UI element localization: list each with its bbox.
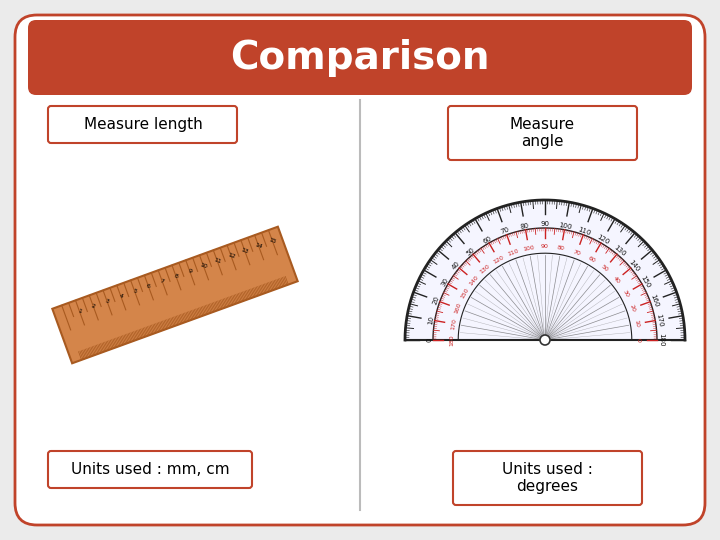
Text: 180: 180 bbox=[449, 334, 454, 346]
Text: 170: 170 bbox=[655, 313, 663, 327]
Text: 14: 14 bbox=[254, 242, 264, 249]
Text: 30: 30 bbox=[621, 289, 630, 298]
Text: 70: 70 bbox=[572, 249, 581, 256]
Text: 130: 130 bbox=[479, 263, 491, 274]
Text: 160: 160 bbox=[454, 302, 462, 314]
Circle shape bbox=[540, 335, 550, 345]
Text: 11: 11 bbox=[213, 258, 222, 265]
Text: 150: 150 bbox=[639, 275, 652, 289]
Text: 10: 10 bbox=[634, 320, 640, 328]
Text: 15: 15 bbox=[268, 238, 277, 245]
Text: 6: 6 bbox=[145, 283, 151, 289]
Text: 5: 5 bbox=[132, 288, 138, 294]
Polygon shape bbox=[405, 200, 685, 340]
Polygon shape bbox=[53, 227, 297, 363]
Text: 4: 4 bbox=[118, 293, 124, 299]
Text: 110: 110 bbox=[577, 226, 592, 236]
Text: 140: 140 bbox=[627, 258, 641, 273]
Text: 170: 170 bbox=[450, 318, 457, 330]
Text: 9: 9 bbox=[187, 268, 192, 274]
Text: 60: 60 bbox=[587, 255, 596, 264]
Text: 120: 120 bbox=[595, 234, 611, 246]
Text: 140: 140 bbox=[468, 274, 480, 286]
Text: 150: 150 bbox=[459, 287, 469, 300]
Text: 2: 2 bbox=[91, 303, 96, 309]
Text: 120: 120 bbox=[492, 254, 505, 265]
Text: 20: 20 bbox=[629, 303, 636, 313]
Text: 40: 40 bbox=[612, 275, 621, 285]
Text: 13: 13 bbox=[240, 247, 249, 255]
Text: Units used : mm, cm: Units used : mm, cm bbox=[71, 462, 229, 477]
Text: Units used :
degrees: Units used : degrees bbox=[502, 462, 593, 494]
Text: 0: 0 bbox=[636, 338, 641, 342]
Text: 40: 40 bbox=[451, 260, 462, 271]
Text: 80: 80 bbox=[557, 245, 565, 252]
Text: 7: 7 bbox=[159, 278, 165, 284]
Text: 130: 130 bbox=[613, 245, 626, 258]
Text: 10: 10 bbox=[199, 262, 208, 270]
Text: 100: 100 bbox=[523, 245, 535, 252]
FancyBboxPatch shape bbox=[15, 15, 705, 525]
FancyBboxPatch shape bbox=[48, 106, 237, 143]
FancyBboxPatch shape bbox=[448, 106, 637, 160]
Text: 70: 70 bbox=[500, 227, 510, 235]
Text: 50: 50 bbox=[465, 246, 476, 256]
Text: 30: 30 bbox=[440, 276, 449, 287]
Text: 80: 80 bbox=[520, 222, 530, 230]
Text: 0: 0 bbox=[426, 338, 432, 342]
Text: 1: 1 bbox=[77, 308, 82, 314]
Text: 10: 10 bbox=[427, 315, 434, 325]
Text: Comparison: Comparison bbox=[230, 39, 490, 77]
FancyBboxPatch shape bbox=[453, 451, 642, 505]
Text: Measure
angle: Measure angle bbox=[510, 117, 575, 149]
Text: 160: 160 bbox=[649, 293, 659, 308]
Text: 90: 90 bbox=[541, 245, 549, 249]
Text: 8: 8 bbox=[174, 273, 179, 279]
Text: 60: 60 bbox=[482, 235, 492, 245]
Text: Measure length: Measure length bbox=[84, 118, 202, 132]
Text: 50: 50 bbox=[600, 265, 609, 273]
Text: 3: 3 bbox=[104, 298, 109, 304]
FancyBboxPatch shape bbox=[28, 20, 692, 95]
Text: 90: 90 bbox=[541, 221, 549, 227]
Text: 100: 100 bbox=[558, 221, 572, 230]
Text: 20: 20 bbox=[432, 295, 441, 306]
Text: 110: 110 bbox=[507, 248, 520, 257]
Text: 12: 12 bbox=[227, 252, 235, 260]
FancyBboxPatch shape bbox=[48, 451, 252, 488]
Text: 180: 180 bbox=[658, 333, 664, 347]
